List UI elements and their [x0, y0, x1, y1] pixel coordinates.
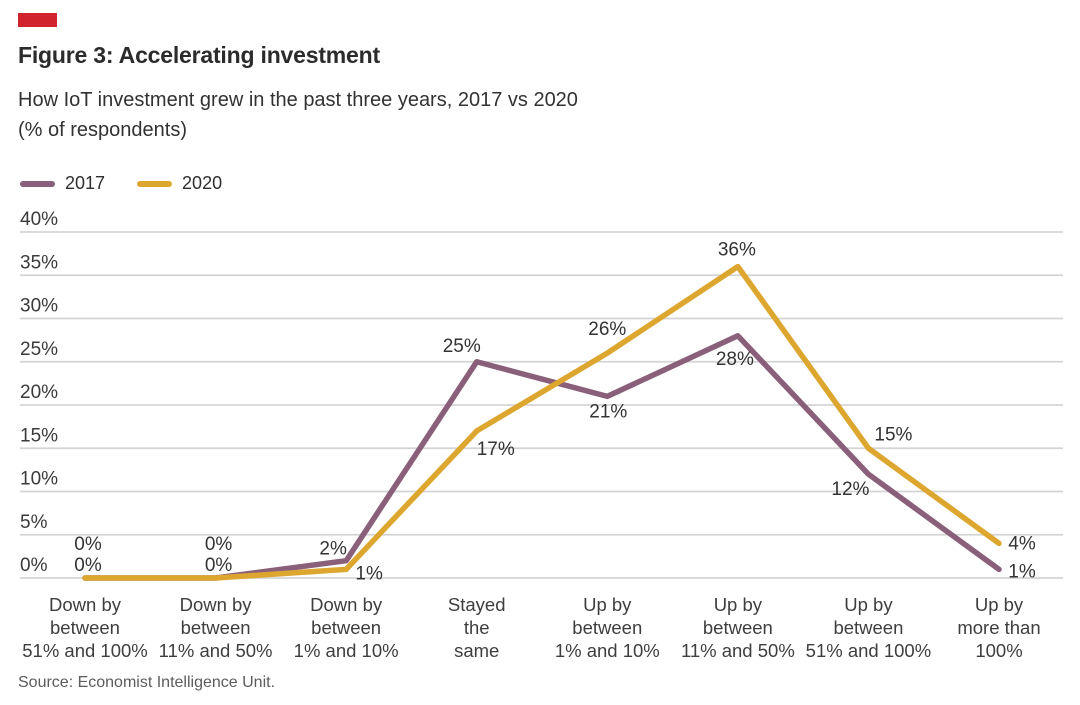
y-tick-label: 20% [20, 382, 58, 403]
brand-red-bar [18, 13, 57, 27]
x-axis-label: Stayed the same [448, 594, 506, 661]
y-tick-label: 0% [20, 555, 48, 576]
data-label-2017: 0% [74, 534, 102, 555]
data-label-2020: 26% [588, 319, 626, 340]
x-axis-label: Down by between 51% and 100% [22, 594, 148, 661]
legend-item-2017: 2017 [20, 173, 105, 194]
data-label-2017: 21% [589, 401, 627, 422]
data-label-2017: 12% [831, 479, 869, 500]
y-tick-label: 35% [20, 252, 58, 273]
y-tick-label: 15% [20, 425, 58, 446]
data-label-2020: 1% [355, 563, 383, 584]
x-axis-label: Up by between 1% and 10% [555, 594, 660, 661]
legend-swatch-2017 [20, 180, 55, 187]
data-label-2017: 2% [319, 539, 347, 560]
legend-label-2017: 2017 [65, 173, 106, 193]
source-note: Source: Economist Intelligence Unit. [18, 674, 276, 691]
data-label-2017: 1% [1008, 561, 1036, 582]
data-label-2020: 4% [1008, 533, 1036, 554]
chart-legend: 2017 2020 [20, 173, 222, 194]
series-line-2020 [82, 263, 1002, 581]
x-axis-label: Down by between 11% and 50% [159, 594, 273, 661]
legend-label-2020: 2020 [182, 173, 223, 193]
data-label-2020: 0% [74, 555, 102, 576]
y-tick-label: 5% [20, 512, 48, 533]
data-label-2017: 25% [443, 336, 481, 357]
data-label-2017: 0% [205, 534, 233, 555]
x-axis-label: Up by between 51% and 100% [806, 594, 932, 661]
data-label-2020: 15% [874, 424, 912, 445]
x-axis-label: Up by more than 100% [957, 594, 1040, 661]
legend-item-2020: 2020 [137, 173, 222, 194]
y-tick-label: 30% [20, 296, 58, 317]
legend-swatch-2020 [137, 180, 173, 187]
figure-title: Figure 3: Accelerating investment [18, 42, 380, 68]
x-axis-label: Down by between 1% and 10% [294, 594, 399, 661]
figure-subtitle: How IoT investment grew in the past thre… [18, 85, 578, 145]
x-axis-label: Up by between 11% and 50% [681, 594, 795, 661]
data-label-2020: 36% [718, 240, 756, 261]
y-tick-label: 10% [20, 469, 58, 490]
y-tick-label: 40% [20, 209, 58, 230]
data-label-2020: 0% [205, 555, 233, 576]
data-label-2020: 17% [477, 439, 515, 460]
y-tick-label: 25% [20, 339, 58, 360]
data-label-2017: 28% [716, 349, 754, 370]
subtitle-line-1: How IoT investment grew in the past thre… [18, 89, 578, 111]
subtitle-line-2: (% of respondents) [18, 119, 187, 141]
